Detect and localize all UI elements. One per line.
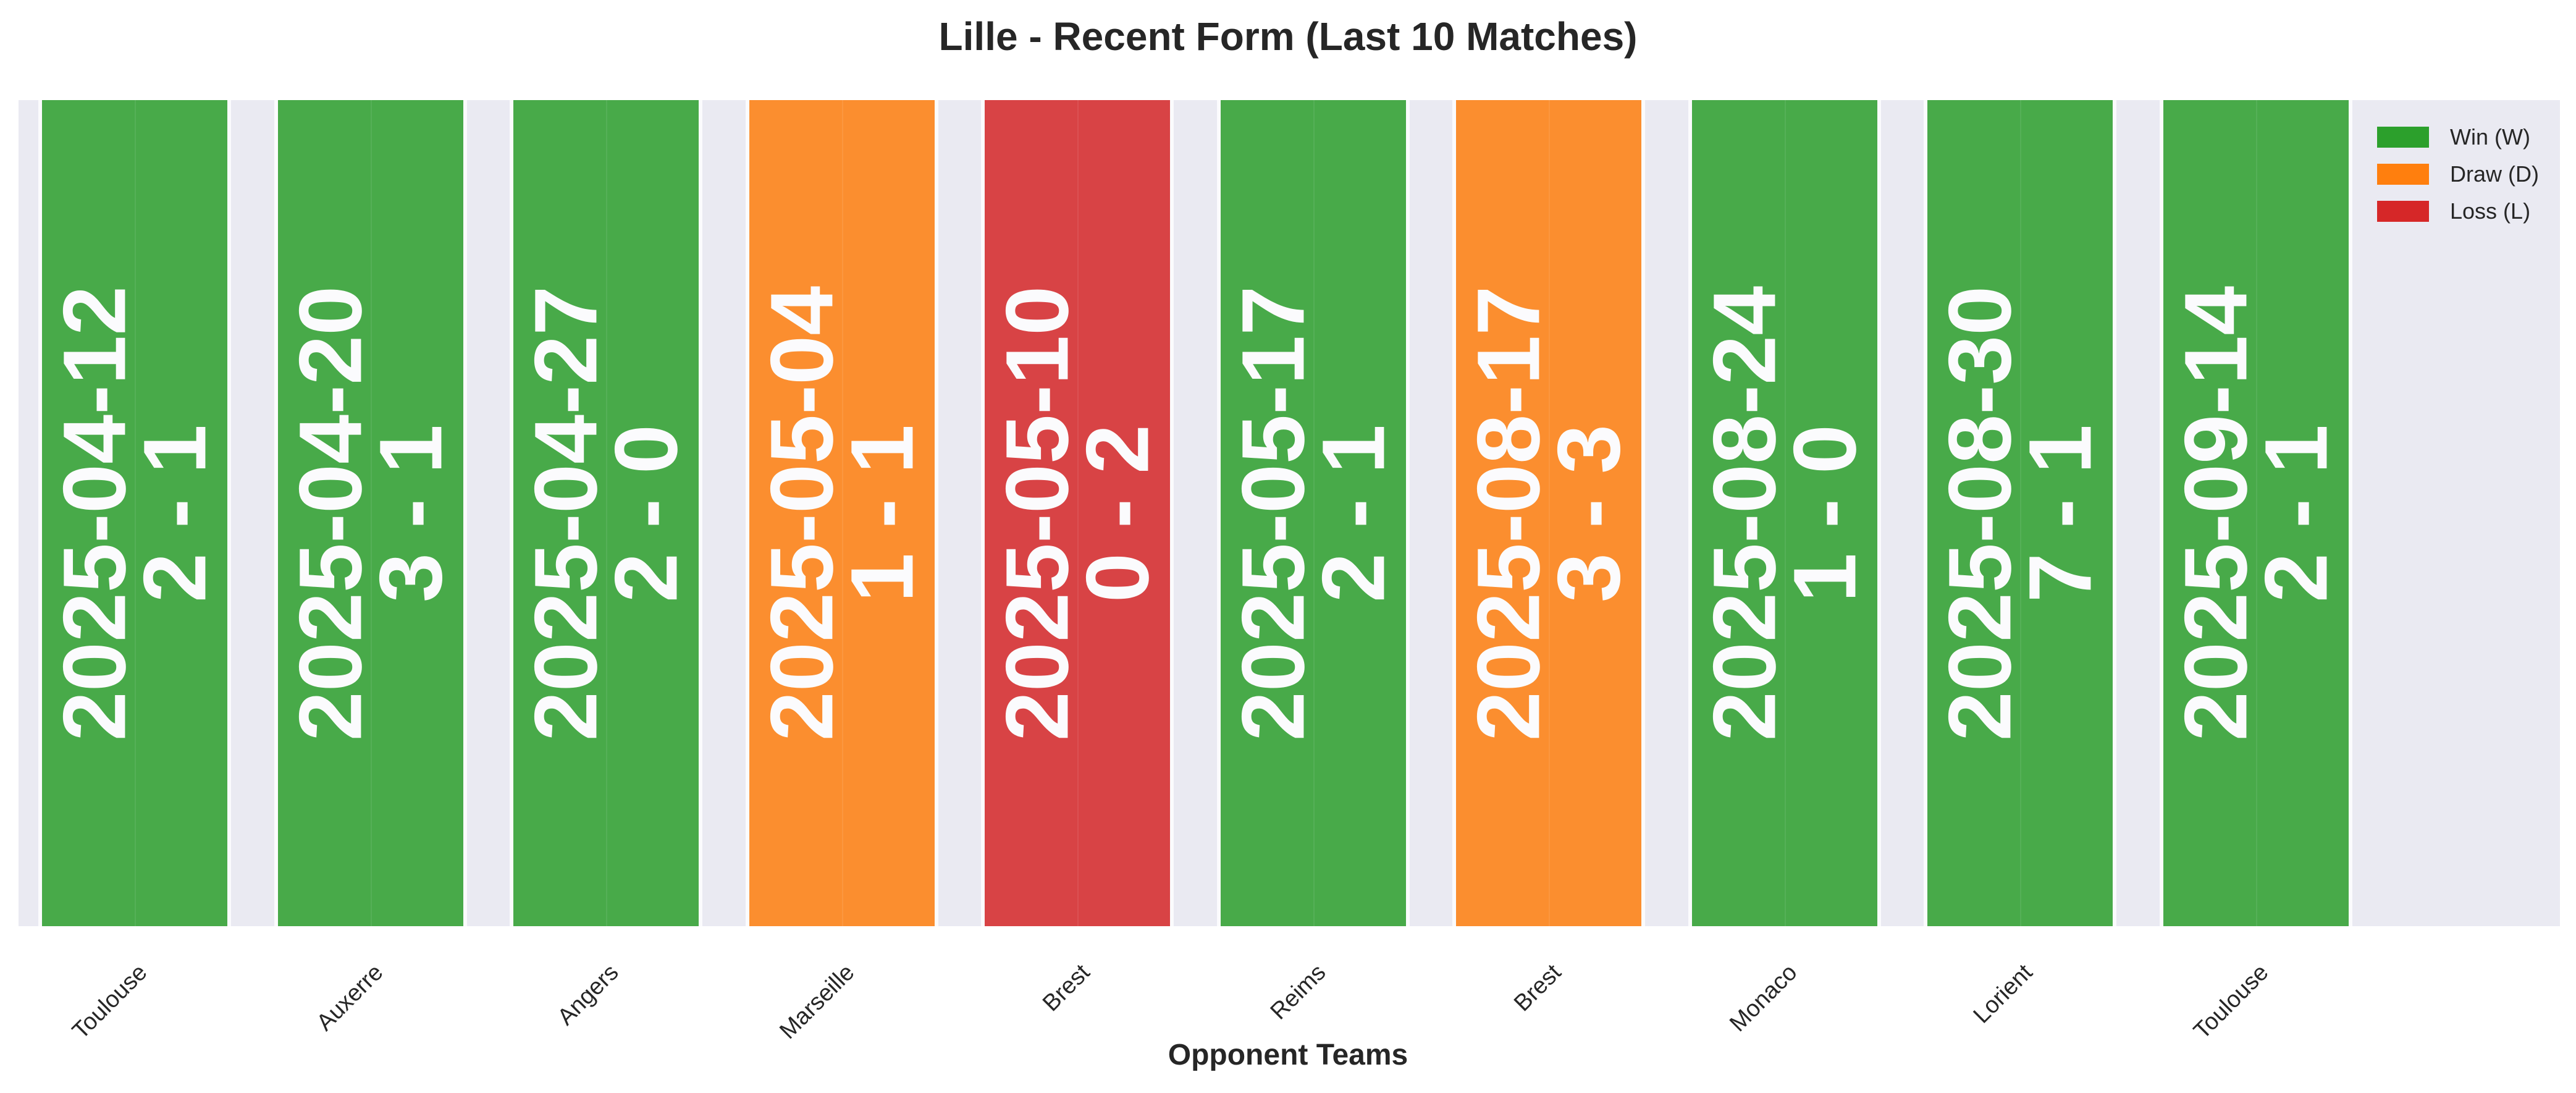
bar-7: 2025-08-17 3 - 3	[1452, 100, 1645, 926]
bar-5: 2025-05-10 0 - 2	[981, 100, 1174, 926]
legend-swatch	[2377, 164, 2430, 185]
bar-6: 2025-05-17 2 - 1	[1216, 100, 1410, 926]
match-score: 0 - 2	[1067, 424, 1167, 602]
bar-data-label: 2025-08-30 7 - 1	[1930, 285, 2110, 741]
bar-9: 2025-08-30 7 - 1	[1924, 100, 2116, 926]
match-score: 2 - 0	[596, 424, 696, 602]
bar-data-label: 2025-09-14 2 - 1	[2165, 285, 2346, 741]
legend-item: Loss (L)	[2377, 193, 2539, 230]
x-tick-label: Brest	[1509, 959, 1567, 1017]
bar-data-label: 2025-04-20 3 - 1	[280, 285, 460, 741]
bar-midline	[1077, 100, 1079, 926]
bar-10: 2025-09-14 2 - 1	[2159, 100, 2352, 926]
match-score: 7 - 1	[2010, 424, 2110, 602]
bar-8: 2025-08-24 1 - 0	[1688, 100, 1881, 926]
x-tick-label: Monaco	[1724, 959, 1802, 1037]
x-tick-label: Angers	[552, 959, 624, 1031]
match-date: 2025-04-20	[280, 285, 380, 741]
match-score: 3 - 1	[360, 424, 460, 602]
match-date: 2025-08-24	[1694, 285, 1794, 741]
match-date: 2025-09-14	[2165, 285, 2265, 741]
x-tick-label: Brest	[1038, 959, 1095, 1017]
bar-midline	[606, 100, 607, 926]
match-score: 2 - 1	[2246, 424, 2346, 602]
x-tick-label: Lorient	[1968, 959, 2038, 1029]
legend-swatch	[2377, 201, 2430, 222]
match-date: 2025-04-27	[516, 285, 616, 741]
bar-4: 2025-05-04 1 - 1	[745, 100, 938, 926]
bar-midline	[1313, 100, 1315, 926]
bar-midline	[370, 100, 372, 926]
bar-1: 2025-04-12 2 - 1	[38, 100, 231, 926]
legend-label: Win (W)	[2450, 124, 2530, 150]
match-date: 2025-05-10	[987, 285, 1087, 741]
bar-midline	[2255, 100, 2257, 926]
legend-label: Draw (D)	[2450, 161, 2539, 187]
bar-midline	[135, 100, 136, 926]
match-score: 1 - 1	[831, 424, 932, 602]
match-date: 2025-04-12	[44, 285, 145, 741]
bar-data-label: 2025-05-17 2 - 1	[1223, 285, 1403, 741]
x-tick-label: Auxerre	[311, 959, 388, 1036]
bar-midline	[2020, 100, 2021, 926]
match-date: 2025-08-30	[1930, 285, 2030, 741]
bar-data-label: 2025-08-17 3 - 3	[1458, 285, 1638, 741]
bar-data-label: 2025-05-10 0 - 2	[987, 285, 1167, 741]
bar-3: 2025-04-27 2 - 0	[510, 100, 702, 926]
x-tick-label: Reims	[1265, 959, 1331, 1025]
plot-area: 2025-04-12 2 - 1 2025-04-20 3 - 1 2025-04-27…	[19, 100, 2560, 926]
match-score: 2 - 1	[1303, 424, 1403, 602]
legend-item: Draw (D)	[2377, 156, 2539, 193]
x-tick-label: Toulouse	[67, 959, 153, 1045]
x-tick-label: Marseille	[774, 959, 859, 1045]
legend-label: Loss (L)	[2450, 198, 2531, 224]
match-score: 2 - 1	[125, 424, 224, 602]
chart-title: Lille - Recent Form (Last 10 Matches)	[938, 14, 1638, 59]
match-score: 3 - 3	[1539, 424, 1638, 602]
legend-swatch	[2377, 127, 2430, 148]
x-axis-label: Opponent Teams	[1168, 1039, 1408, 1071]
bar-midline	[1784, 100, 1786, 926]
match-date: 2025-05-04	[751, 285, 851, 741]
x-tick-label: Toulouse	[2188, 959, 2273, 1045]
bar-data-label: 2025-04-27 2 - 0	[516, 285, 696, 741]
legend-item: Win (W)	[2377, 119, 2539, 156]
match-date: 2025-08-17	[1458, 285, 1559, 741]
legend: Win (W) Draw (D) Loss (L)	[2377, 119, 2539, 230]
bar-midline	[841, 100, 843, 926]
match-score: 1 - 0	[1774, 424, 1874, 602]
bar-data-label: 2025-05-04 1 - 1	[751, 285, 932, 741]
match-date: 2025-05-17	[1223, 285, 1323, 741]
bar-data-label: 2025-04-12 2 - 1	[44, 285, 224, 741]
bar-2: 2025-04-20 3 - 1	[274, 100, 467, 926]
bar-data-label: 2025-08-24 1 - 0	[1694, 285, 1874, 741]
bar-midline	[1549, 100, 1550, 926]
